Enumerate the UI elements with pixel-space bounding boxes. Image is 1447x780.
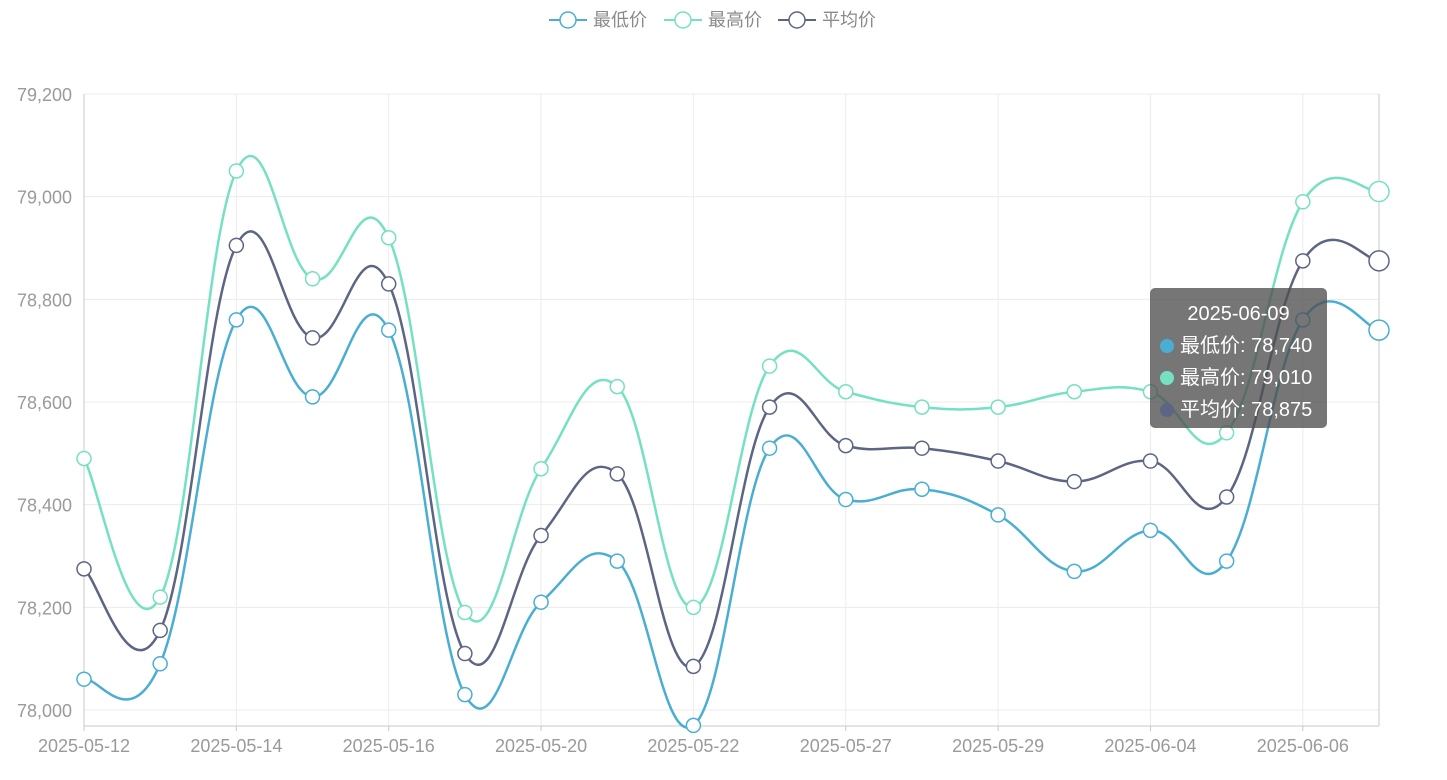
legend[interactable]: 最低价 最高价 平均价 bbox=[549, 10, 876, 30]
x-tick-label: 2025-05-16 bbox=[343, 736, 435, 756]
legend-marker bbox=[788, 11, 806, 29]
data-point[interactable] bbox=[76, 561, 92, 577]
data-point[interactable] bbox=[914, 440, 930, 456]
x-tick-label: 2025-05-29 bbox=[952, 736, 1044, 756]
legend-item-0[interactable]: 最低价 bbox=[549, 10, 647, 30]
x-tick-label: 2025-05-14 bbox=[190, 736, 282, 756]
tooltip-title: 2025-06-09 bbox=[1187, 303, 1290, 325]
legend-marker bbox=[559, 11, 577, 29]
data-point[interactable] bbox=[1218, 489, 1235, 505]
data-points bbox=[76, 163, 1390, 734]
data-point[interactable] bbox=[609, 378, 625, 395]
x-tick-label: 2025-05-12 bbox=[38, 736, 130, 756]
tooltip-dot-avg bbox=[1160, 403, 1174, 417]
data-point[interactable] bbox=[990, 399, 1006, 415]
data-point[interactable] bbox=[228, 163, 245, 179]
data-point[interactable] bbox=[228, 312, 245, 328]
data-point[interactable] bbox=[1142, 453, 1159, 469]
legend-label: 最高价 bbox=[708, 10, 762, 30]
data-point[interactable] bbox=[685, 599, 702, 616]
data-point[interactable] bbox=[990, 507, 1006, 523]
data-point[interactable] bbox=[609, 466, 625, 482]
legend-item-2[interactable]: 平均价 bbox=[778, 10, 876, 30]
data-point[interactable] bbox=[76, 450, 92, 467]
data-point[interactable] bbox=[533, 594, 549, 610]
y-tick-label: 78,400 bbox=[17, 496, 72, 516]
x-tick-label: 2025-05-22 bbox=[647, 736, 739, 756]
data-point[interactable] bbox=[228, 237, 245, 254]
data-point[interactable] bbox=[380, 276, 397, 292]
data-point[interactable] bbox=[1066, 563, 1083, 580]
tooltip-row-high: 最高价: 79,010 bbox=[1160, 362, 1317, 394]
data-point[interactable] bbox=[457, 686, 473, 703]
data-point[interactable] bbox=[304, 271, 321, 287]
data-point[interactable] bbox=[1218, 553, 1235, 569]
data-point[interactable] bbox=[457, 604, 473, 621]
tooltip-dot-high bbox=[1160, 371, 1174, 385]
y-tick-label: 78,000 bbox=[17, 701, 72, 721]
tooltip-value-avg: 平均价: 78,875 bbox=[1180, 399, 1313, 421]
y-tick-label: 78,600 bbox=[17, 393, 72, 413]
data-point[interactable] bbox=[1368, 250, 1390, 272]
data-point[interactable] bbox=[152, 656, 168, 672]
tooltip-row-avg: 平均价: 78,875 bbox=[1160, 394, 1317, 426]
y-tick-label: 79,000 bbox=[17, 188, 72, 208]
tooltip: 2025-06-09 最低价: 78,740 最高价: 79,010 平均价: … bbox=[1150, 288, 1327, 428]
tooltip-dot-low bbox=[1160, 339, 1174, 353]
y-tick-label: 79,200 bbox=[17, 85, 72, 105]
data-point[interactable] bbox=[914, 481, 930, 498]
x-tick-label: 2025-05-27 bbox=[800, 736, 892, 756]
axes: 78,000 78,200 78,400 78,600 78,800 79,000 79,2… bbox=[17, 85, 1380, 756]
data-point[interactable] bbox=[761, 399, 778, 415]
data-point[interactable] bbox=[380, 229, 397, 246]
tooltip-row-low: 最低价: 78,740 bbox=[1160, 330, 1317, 362]
data-point[interactable] bbox=[838, 437, 854, 454]
x-tick-label: 2025-05-20 bbox=[495, 736, 587, 756]
data-point[interactable] bbox=[1142, 522, 1159, 539]
y-tick-label: 78,200 bbox=[17, 598, 72, 618]
tooltip-value-low: 最低价: 78,740 bbox=[1180, 335, 1313, 357]
data-point[interactable] bbox=[761, 358, 778, 374]
data-point[interactable] bbox=[838, 491, 854, 508]
x-tick-label: 2025-06-04 bbox=[1104, 736, 1196, 756]
data-point[interactable] bbox=[1295, 194, 1311, 210]
data-point[interactable] bbox=[685, 658, 702, 675]
data-point[interactable] bbox=[304, 330, 321, 346]
data-point[interactable] bbox=[761, 440, 778, 456]
data-point[interactable] bbox=[533, 527, 549, 544]
data-point[interactable] bbox=[152, 589, 168, 605]
series-lines bbox=[82, 154, 1380, 729]
data-point[interactable] bbox=[685, 717, 702, 734]
data-point[interactable] bbox=[1368, 180, 1390, 203]
data-point[interactable] bbox=[990, 453, 1006, 469]
legend-marker bbox=[674, 11, 692, 29]
data-point[interactable] bbox=[914, 399, 930, 415]
data-point[interactable] bbox=[533, 460, 549, 477]
data-point[interactable] bbox=[1066, 473, 1083, 490]
data-point[interactable] bbox=[304, 389, 321, 405]
data-point[interactable] bbox=[1295, 253, 1311, 269]
data-point[interactable] bbox=[838, 383, 854, 400]
y-tick-label: 78,800 bbox=[17, 290, 72, 310]
legend-item-1[interactable]: 最高价 bbox=[664, 10, 762, 30]
data-point[interactable] bbox=[1368, 319, 1390, 341]
tooltip-value-high: 最高价: 79,010 bbox=[1180, 367, 1313, 389]
x-tick-label: 2025-06-06 bbox=[1257, 736, 1349, 756]
legend-label: 最低价 bbox=[593, 10, 647, 30]
data-point[interactable] bbox=[152, 622, 168, 639]
data-point[interactable] bbox=[380, 322, 397, 338]
data-point[interactable] bbox=[76, 671, 92, 687]
legend-label: 平均价 bbox=[822, 10, 876, 30]
data-point[interactable] bbox=[609, 553, 625, 569]
data-point[interactable] bbox=[457, 645, 473, 662]
data-point[interactable] bbox=[1066, 383, 1083, 400]
